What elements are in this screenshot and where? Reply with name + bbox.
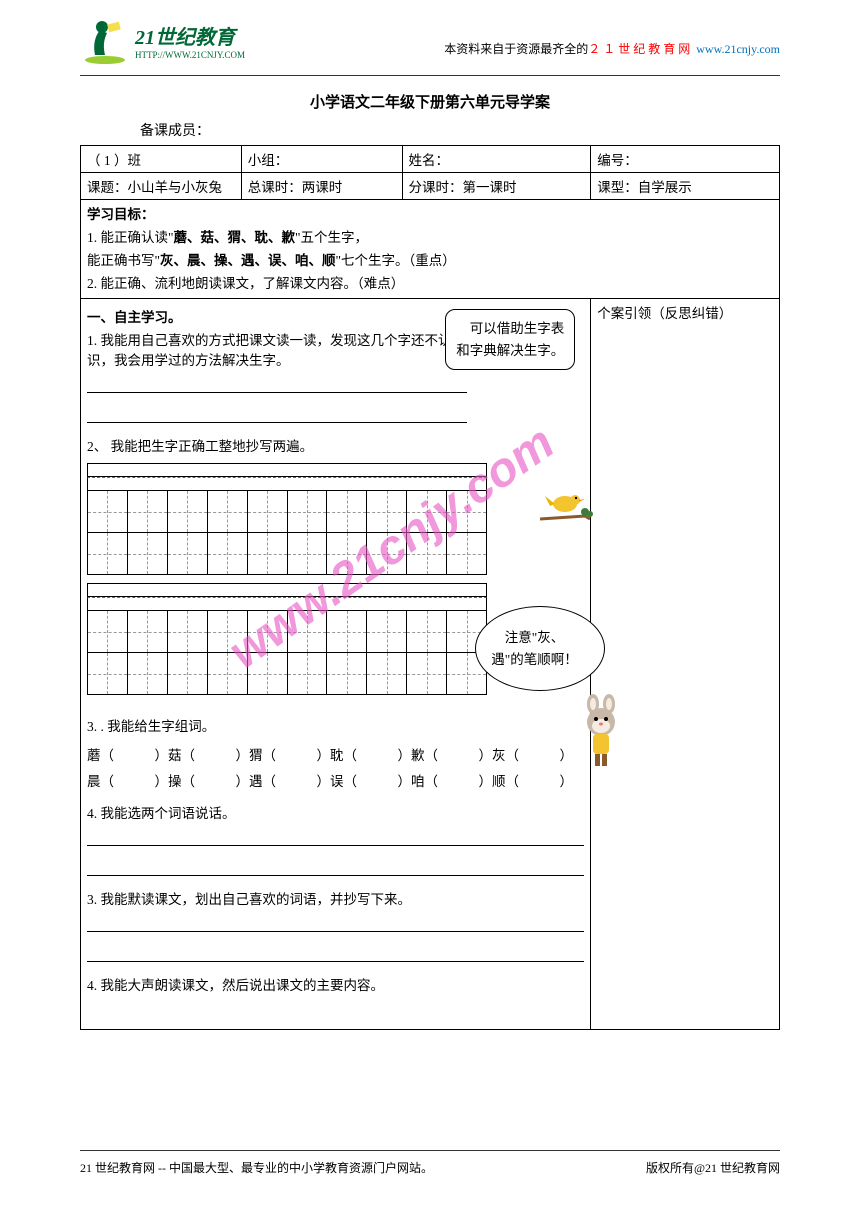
- answer-line[interactable]: [87, 405, 467, 423]
- char-cell[interactable]: [288, 533, 328, 574]
- q3-text: 3. . 我能给生字组词。: [87, 715, 584, 735]
- char-cell[interactable]: [88, 653, 128, 694]
- char-cell[interactable]: [128, 491, 168, 532]
- answer-line[interactable]: [87, 914, 584, 932]
- worksheet-table: （ 1 ）班 小组： 姓名： 编号： 课题：小山羊与小灰兔 总课时：两课时 分课…: [80, 145, 780, 1030]
- char-cell[interactable]: [327, 533, 367, 574]
- char-cell[interactable]: [367, 491, 407, 532]
- char-cell[interactable]: [128, 533, 168, 574]
- bird-icon: [535, 484, 595, 524]
- hint-bubble-2: 注意"灰、遇"的笔顺啊！: [475, 606, 605, 691]
- prep-members: 备课成员：: [140, 120, 780, 140]
- char-cell[interactable]: [248, 611, 288, 652]
- goals-cell: 学习目标： 1. 能正确认读"蘑、菇、猬、耽、歉"五个生字， 能正确书写"灰、晨…: [81, 200, 780, 299]
- char-cell[interactable]: [88, 533, 128, 574]
- rabbit-icon: [575, 694, 630, 769]
- char-cell[interactable]: [168, 491, 208, 532]
- char-cell[interactable]: [327, 491, 367, 532]
- logo-text-url: HTTP://WWW.21CNJY.COM: [135, 50, 245, 60]
- writing-grid-1[interactable]: [87, 463, 487, 575]
- type-cell: 课型：自学展示: [591, 173, 780, 200]
- main-title: 小学语文二年级下册第六单元导学案: [80, 91, 780, 112]
- char-cell[interactable]: [288, 611, 328, 652]
- logo-text-cn: 21世纪教育: [135, 21, 245, 50]
- class-cell: （ 1 ）班: [81, 146, 242, 173]
- char-cell[interactable]: [288, 653, 328, 694]
- name-cell: 姓名：: [402, 146, 591, 173]
- char-cell[interactable]: [327, 611, 367, 652]
- hint-bubble-1: 可以借助生字表和字典解决生字。: [445, 309, 575, 370]
- char-cell[interactable]: [168, 533, 208, 574]
- goals-row: 学习目标： 1. 能正确认读"蘑、菇、猬、耽、歉"五个生字， 能正确书写"灰、晨…: [81, 200, 780, 299]
- char-cell[interactable]: [407, 653, 447, 694]
- char-cell[interactable]: [168, 611, 208, 652]
- logo-icon: [80, 15, 130, 65]
- char-cell[interactable]: [447, 533, 486, 574]
- topic-cell: 课题：小山羊与小灰兔: [81, 173, 242, 200]
- page-header: 21世纪教育 HTTP://WWW.21CNJY.COM 本资料来自于资源最齐全…: [0, 0, 860, 75]
- goals-heading: 学习目标：: [87, 203, 773, 223]
- total-hours-cell: 总课时：两课时: [241, 173, 402, 200]
- header-source-text: 本资料来自于资源最齐全的２１世纪教育网 www.21cnjy.com: [444, 40, 780, 65]
- writing-grid-2[interactable]: [87, 583, 487, 695]
- study-main-cell: 一、自主学习。 1. 我能用自己喜欢的方式把课文读一读，发现这几个字还不认识，我…: [81, 299, 591, 1030]
- answer-line[interactable]: [87, 828, 584, 846]
- char-cell[interactable]: [367, 611, 407, 652]
- char-cell[interactable]: [248, 491, 288, 532]
- q5-text: 3. 我能默读课文，划出自己喜欢的词语，并抄写下来。: [87, 888, 584, 908]
- char-cell[interactable]: [208, 611, 248, 652]
- word-list[interactable]: 蘑（ ）菇（ ）猬（ ）耽（ ）歉（ ）灰（ ） 晨（ ）操（ ）遇（ ）误（ …: [87, 743, 584, 794]
- char-cell[interactable]: [367, 653, 407, 694]
- char-cell[interactable]: [208, 533, 248, 574]
- char-cell[interactable]: [327, 653, 367, 694]
- char-cell[interactable]: [128, 611, 168, 652]
- info-row-2: 课题：小山羊与小灰兔 总课时：两课时 分课时：第一课时 课型：自学展示: [81, 173, 780, 200]
- char-cell[interactable]: [88, 491, 128, 532]
- char-cell[interactable]: [168, 653, 208, 694]
- char-cell[interactable]: [208, 491, 248, 532]
- char-cell[interactable]: [407, 533, 447, 574]
- number-cell: 编号：: [591, 146, 780, 173]
- char-cell[interactable]: [248, 533, 288, 574]
- q1-text: 1. 我能用自己喜欢的方式把课文读一读，发现这几个字还不认识，我会用学过的方法解…: [87, 329, 467, 369]
- document-content: 小学语文二年级下册第六单元导学案 备课成员： （ 1 ）班 小组： 姓名： 编号…: [0, 76, 860, 1030]
- logo: 21世纪教育 HTTP://WWW.21CNJY.COM: [80, 15, 245, 65]
- study-row: 一、自主学习。 1. 我能用自己喜欢的方式把课文读一读，发现这几个字还不认识，我…: [81, 299, 780, 1030]
- page-footer: 21 世纪教育网 -- 中国最大型、最专业的中小学教育资源门户网站。 版权所有@…: [80, 1150, 780, 1176]
- footer-right: 版权所有@21 世纪教育网: [646, 1159, 780, 1176]
- q6-text: 4. 我能大声朗读课文，然后说出课文的主要内容。: [87, 974, 584, 994]
- char-cell[interactable]: [128, 653, 168, 694]
- char-cell[interactable]: [407, 491, 447, 532]
- footer-left: 21 世纪教育网 -- 中国最大型、最专业的中小学教育资源门户网站。: [80, 1159, 433, 1176]
- q4-text: 4. 我能选两个词语说话。: [87, 802, 584, 822]
- char-cell[interactable]: [88, 611, 128, 652]
- char-cell[interactable]: [288, 491, 328, 532]
- char-cell[interactable]: [407, 611, 447, 652]
- char-cell[interactable]: [447, 491, 486, 532]
- char-cell[interactable]: [248, 653, 288, 694]
- answer-line[interactable]: [87, 944, 584, 962]
- answer-line[interactable]: [87, 375, 467, 393]
- group-cell: 小组：: [241, 146, 402, 173]
- char-cell[interactable]: [208, 653, 248, 694]
- answer-line[interactable]: [87, 858, 584, 876]
- char-cell[interactable]: [367, 533, 407, 574]
- info-row-1: （ 1 ）班 小组： 姓名： 编号：: [81, 146, 780, 173]
- q2-text: 2、 我能把生字正确工整地抄写两遍。: [87, 435, 584, 455]
- sub-hours-cell: 分课时：第一课时: [402, 173, 591, 200]
- sidebar-cell: 个案引领（反思纠错）: [591, 299, 780, 1030]
